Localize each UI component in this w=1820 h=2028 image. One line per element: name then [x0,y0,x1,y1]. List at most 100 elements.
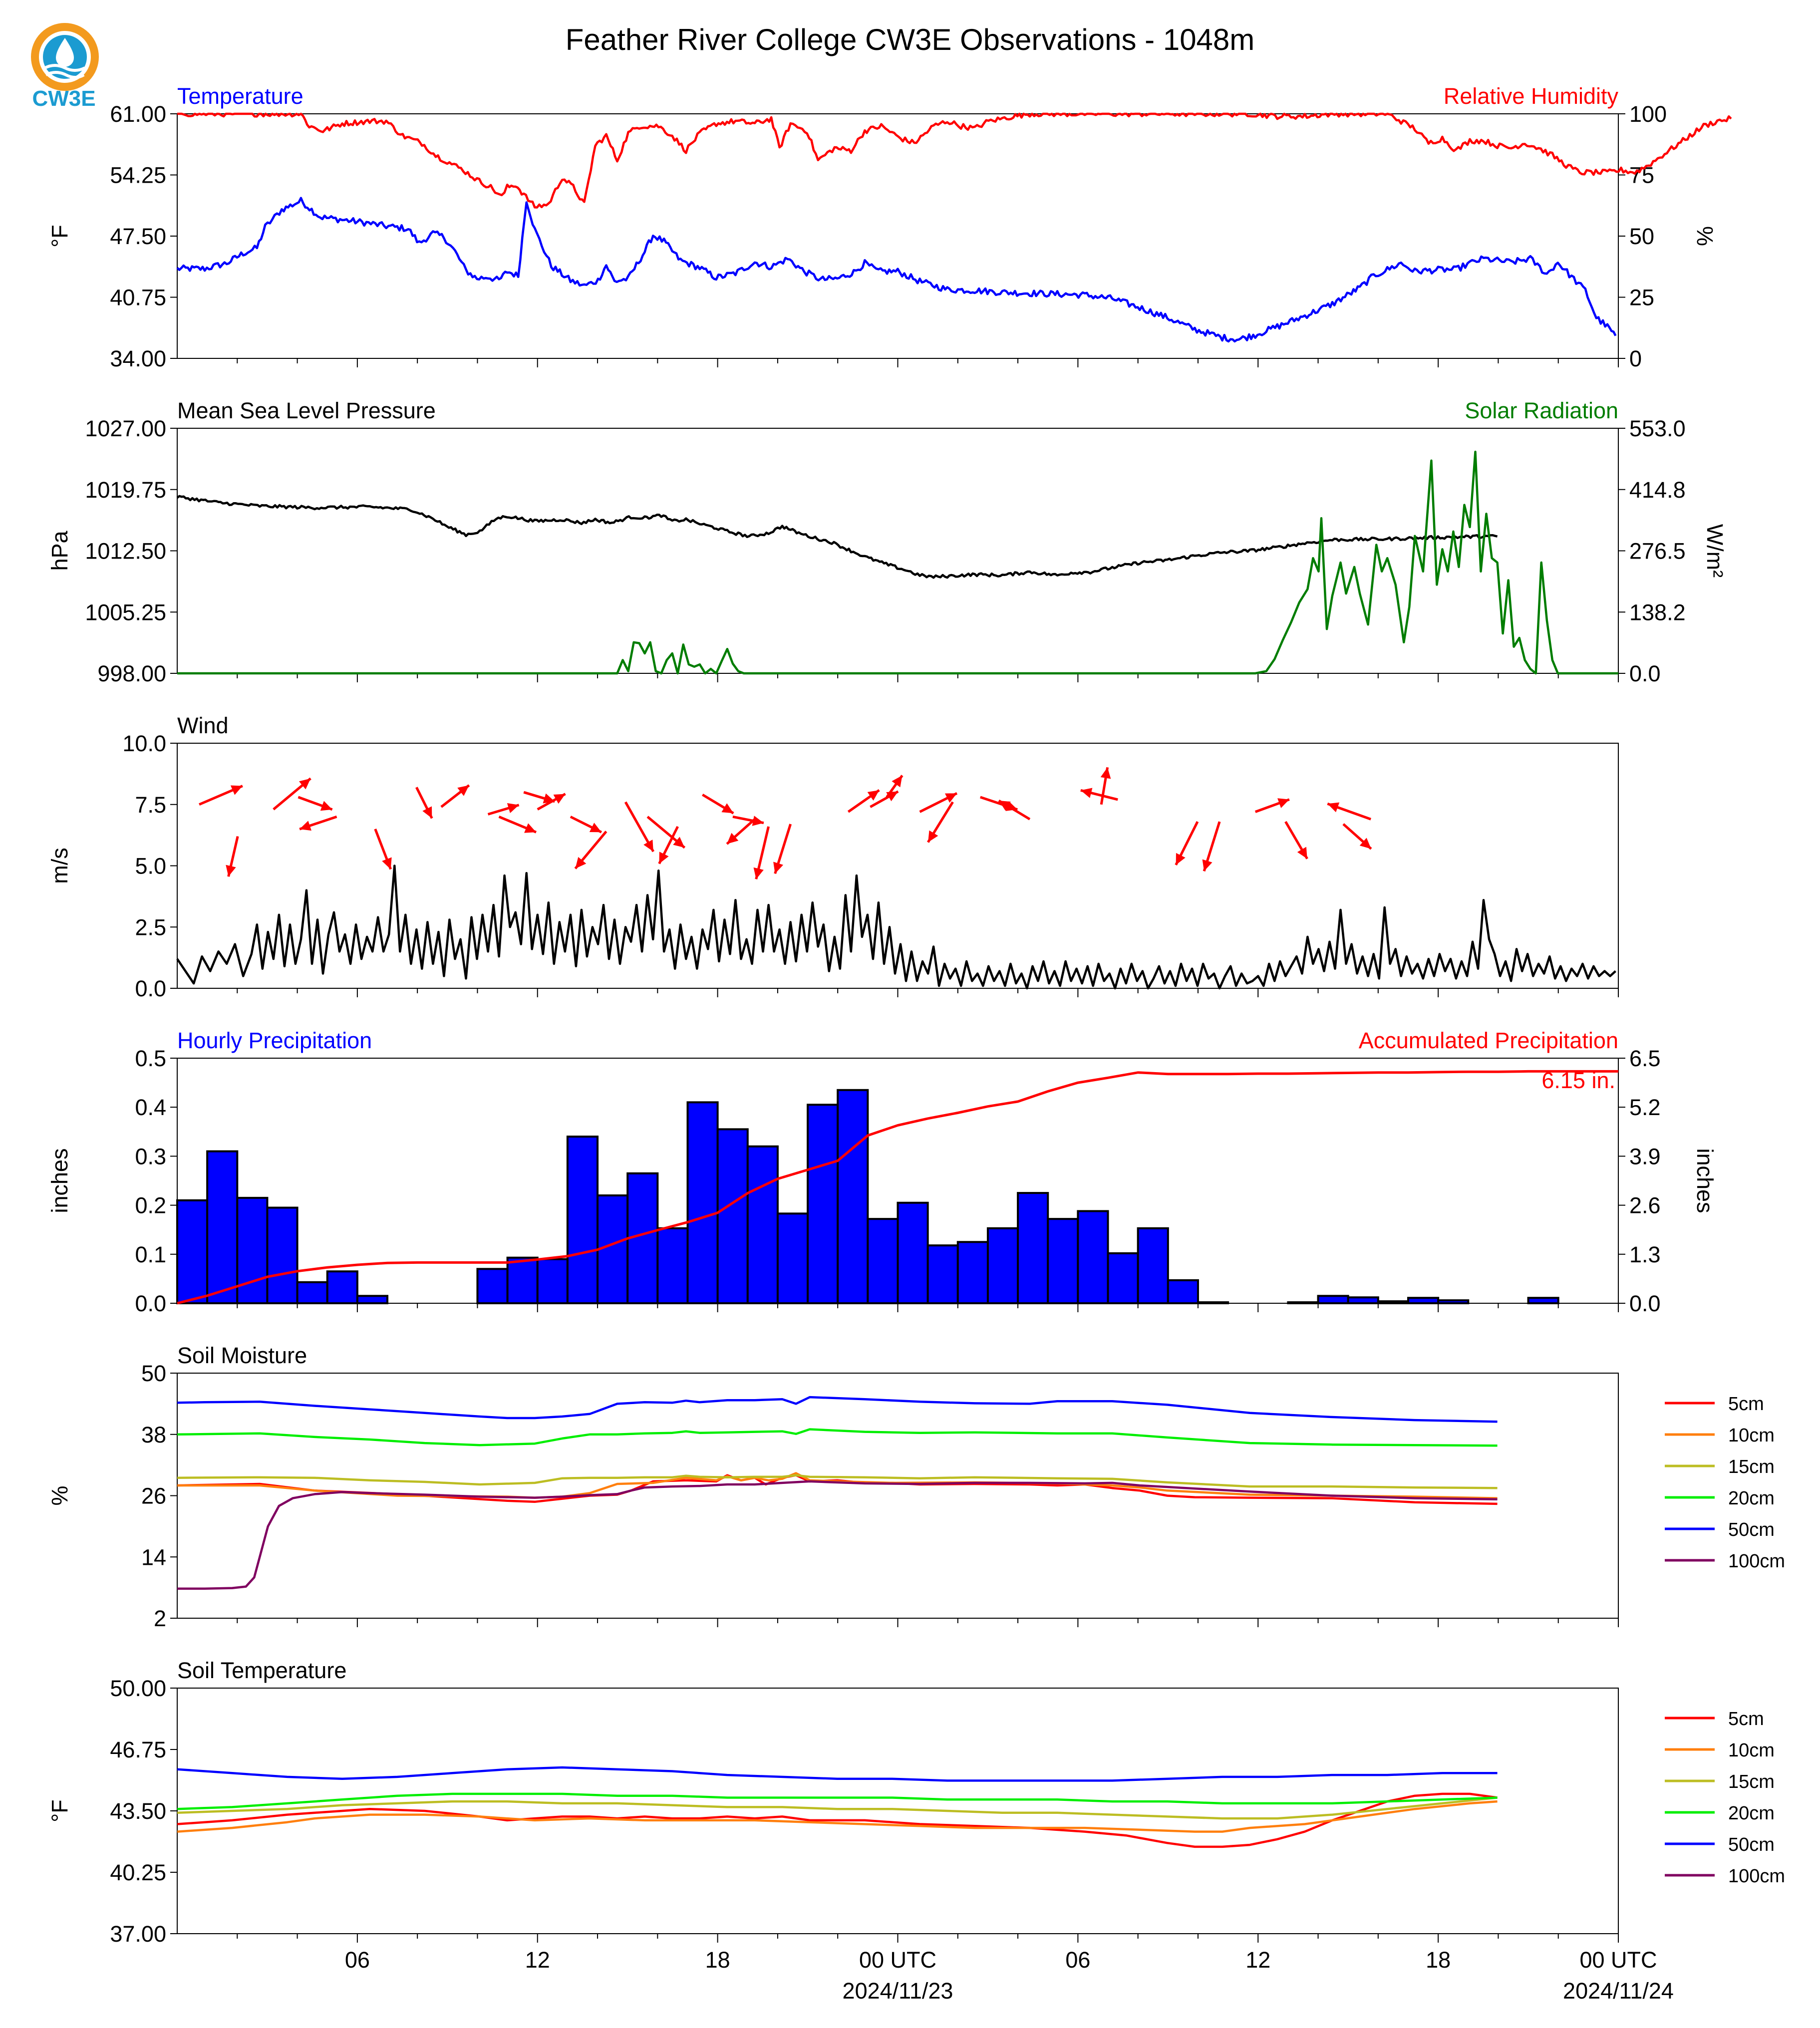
precip-bar [296,1281,328,1304]
panel-title-left: Soil Temperature [177,1658,346,1683]
precip-bar [597,1194,629,1304]
y-tick-label: 1005.25 [85,599,166,625]
series-20cm [177,1428,1498,1447]
x-date-label: 2024/11/23 [843,1978,953,2004]
series-50cm [177,1396,1498,1423]
wind-arrow-head [507,803,519,813]
y2-tick-label: 276.5 [1629,539,1686,564]
series-temperature [176,197,1617,343]
y-tick-label: 5.0 [135,854,166,879]
wind-arrow-head [928,830,938,843]
x-date-label: 2024/11/24 [1563,1978,1674,2004]
precip-bar [326,1270,358,1304]
wind-arrow-head [1080,788,1093,798]
precip-bar [1047,1218,1079,1304]
series-15cm [177,1796,1498,1820]
y2-axis-label: % [1692,226,1718,246]
y-tick-label: 43.50 [110,1798,166,1824]
series-20cm [177,1792,1498,1810]
precip-bar [1317,1295,1349,1305]
wind-arrow-head [226,865,236,877]
precip-bar [837,1089,869,1305]
y-axis-label: °F [47,225,72,247]
figure-title: Feather River College CW3E Observations … [566,23,1255,56]
precip-bar [1347,1296,1379,1305]
logo-ring-icon [31,23,99,91]
y2-tick-label: 414.8 [1629,477,1686,503]
legend-label: 100cm [1728,1866,1785,1887]
y-tick-label: 61.00 [110,101,166,127]
y-axis-label: m/s [47,848,72,884]
legend-label: 10cm [1728,1740,1775,1761]
x-tick-label: 06 [345,1947,370,1973]
wind-arrow-head [1100,767,1111,779]
legend-label: 100cm [1728,1551,1785,1572]
legend-label: 20cm [1728,1803,1775,1824]
y-axis-label: °F [47,1799,72,1822]
precip-bar [1437,1299,1470,1304]
precip-bar [1197,1301,1229,1304]
wind-arrow-head [727,833,739,844]
y-tick-label: 998.00 [97,661,166,686]
precip-bar [1377,1300,1409,1305]
wind-arrow-head [457,785,469,796]
precip-bar [266,1206,299,1305]
precip-bar [716,1128,749,1304]
series-50cm [177,1766,1498,1782]
panel-pressure_solar: 998.00 1005.25 1012.50 1019.75 1027.00 0.0 138… [47,398,1728,686]
y-tick-label: 1019.75 [85,477,166,503]
panel-title-left: Mean Sea Level Pressure [177,398,436,423]
wind-arrow-head [944,793,957,803]
panel-title-left: Wind [177,713,229,738]
precip-bar [356,1295,389,1305]
y-tick-label: 7.5 [135,792,166,818]
x-tick-label: 00 UTC [1579,1947,1657,1973]
y2-tick-label: 6.5 [1629,1046,1661,1071]
wind-arrow-head [553,794,566,804]
y2-axis-label: inches [1692,1148,1718,1213]
legend-label: 15cm [1728,1456,1775,1477]
accum-annotation: 6.15 in. [1541,1068,1615,1093]
y2-tick-label: 553.0 [1629,416,1686,441]
precip-bar [1287,1301,1319,1304]
wind-arrow-head [299,778,311,790]
y2-tick-label: 0.0 [1629,661,1661,686]
precip-bar [236,1196,269,1305]
wind-arrow-head [422,806,432,819]
x-tick-label: 12 [525,1947,550,1973]
y-tick-label: 10.0 [122,731,166,756]
wind-arrow-head [753,867,764,879]
legend-label: 5cm [1728,1394,1764,1415]
wind-arrow-head [721,803,734,814]
panel-title-right: Accumulated Precipitation [1359,1028,1618,1053]
precip-bar [1527,1297,1559,1304]
y-tick-label: 37.00 [110,1921,166,1947]
y2-tick-label: 5.2 [1629,1095,1661,1120]
y2-axis-label: W/m² [1702,524,1728,578]
wind-arrow-head [1297,847,1307,859]
y-tick-label: 47.50 [110,224,166,249]
y-tick-label: 1027.00 [85,416,166,441]
wind-arrow-head [867,790,880,801]
legend-label: 5cm [1728,1709,1764,1730]
x-tick-label: 00 UTC [859,1947,936,1973]
y-axis-label: inches [47,1148,72,1213]
x-tick-label: 12 [1245,1947,1270,1973]
wind-arrow-head [643,840,653,852]
precip-bar [476,1268,509,1305]
y2-tick-label: 50 [1629,224,1654,249]
y-tick-label: 54.25 [110,163,166,188]
y-tick-label: 34.00 [110,346,166,371]
series-5cm [177,1792,1498,1848]
y-tick-label: 0.5 [135,1046,166,1071]
wind-arrow-head [524,823,537,833]
wind-arrow-head [773,862,784,874]
panel-precip: 0.0 0.1 0.2 0.3 0.4 0.5 0.0 1.3 2.6 3.9 5.2 6.5 Hour… [47,1028,1718,1316]
y2-tick-label: 25 [1629,285,1654,310]
precip-bar [686,1101,719,1304]
y-tick-label: 14 [141,1544,166,1570]
legend-label: 50cm [1728,1834,1775,1855]
y-tick-label: 0.0 [135,1291,166,1316]
precip-bar [1077,1210,1109,1305]
